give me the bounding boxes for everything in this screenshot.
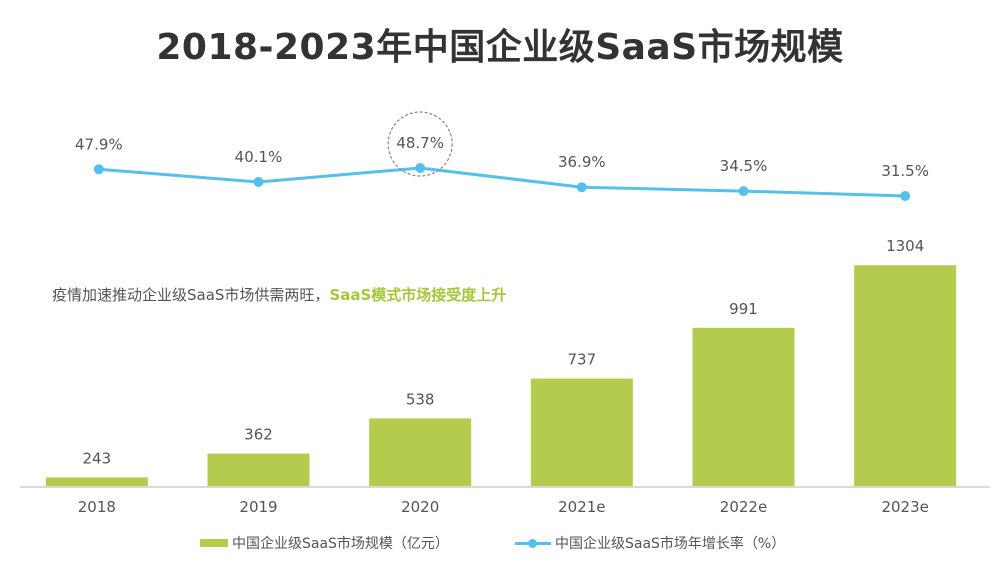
growth-value-label: 48.7% [396, 134, 444, 152]
bar-2020 [369, 418, 472, 486]
legend-line-swatch [515, 537, 551, 549]
bar-value-label: 362 [244, 426, 273, 444]
highlight-circle [387, 111, 453, 177]
growth-point-2023e [900, 191, 911, 201]
bar-2023e [854, 265, 957, 486]
growth-point-2022e [738, 186, 749, 197]
annotation: 疫情加速推动企业级SaaS市场供需两旺，SaaS模式市场接受度上升 [52, 284, 506, 305]
legend-bar-swatch [200, 539, 228, 547]
bar-value-label: 991 [729, 300, 758, 318]
growth-point-2018 [93, 164, 104, 175]
bar-2021e [530, 378, 633, 486]
legend-item-line: 中国企业级SaaS市场年增长率（%） [515, 533, 785, 553]
growth-line [98, 166, 906, 198]
legend-item-bar: 中国企业级SaaS市场规模（亿元） [200, 533, 449, 553]
growth-value-label: 40.1% [235, 148, 283, 166]
growth-point-2020 [415, 163, 426, 173]
growth-value-label: 34.5% [720, 157, 768, 175]
x-tick-label: 2018 [78, 498, 116, 516]
annotation-text: 疫情加速推动企业级SaaS市场供需两旺， [52, 286, 330, 304]
growth-value-label: 31.5% [881, 162, 929, 180]
bar-2019 [207, 453, 310, 486]
growth-point-2019 [253, 177, 264, 187]
legend-line-label: 中国企业级SaaS市场年增长率（%） [555, 536, 786, 552]
x-tick-label: 2022e [720, 498, 767, 516]
annotation-highlight: SaaS模式市场接受度上升 [329, 286, 507, 304]
bar-value-label: 737 [568, 351, 597, 369]
growth-point-2021e [576, 182, 587, 193]
x-tick-label: 2021e [558, 498, 605, 516]
chart-title: 2018-2023年中国企业级SaaS市场规模 [156, 27, 844, 68]
legend-bar-label: 中国企业级SaaS市场规模（亿元） [232, 536, 449, 552]
growth-value-label: 36.9% [558, 153, 606, 171]
x-tick-label: 2020 [401, 498, 439, 516]
bar-value-label: 243 [83, 449, 112, 467]
bar-value-label: 1304 [886, 237, 924, 255]
growth-line-layer: 47.9% 40.1% 48.7% 36.9% 34.5% 31.5% [75, 111, 929, 201]
bar-value-label: 538 [406, 390, 435, 408]
x-tick-label: 2019 [239, 498, 277, 516]
growth-value-label: 47.9% [75, 135, 123, 153]
x-tick-labels: 2018 2019 2020 2021e 2022e 2023e [78, 498, 929, 516]
bar-2022e [692, 327, 795, 486]
bar-2018 [45, 477, 148, 486]
bars-layer: 243 362 538 737 991 1304 [45, 237, 957, 486]
x-tick-label: 2023e [881, 498, 928, 516]
